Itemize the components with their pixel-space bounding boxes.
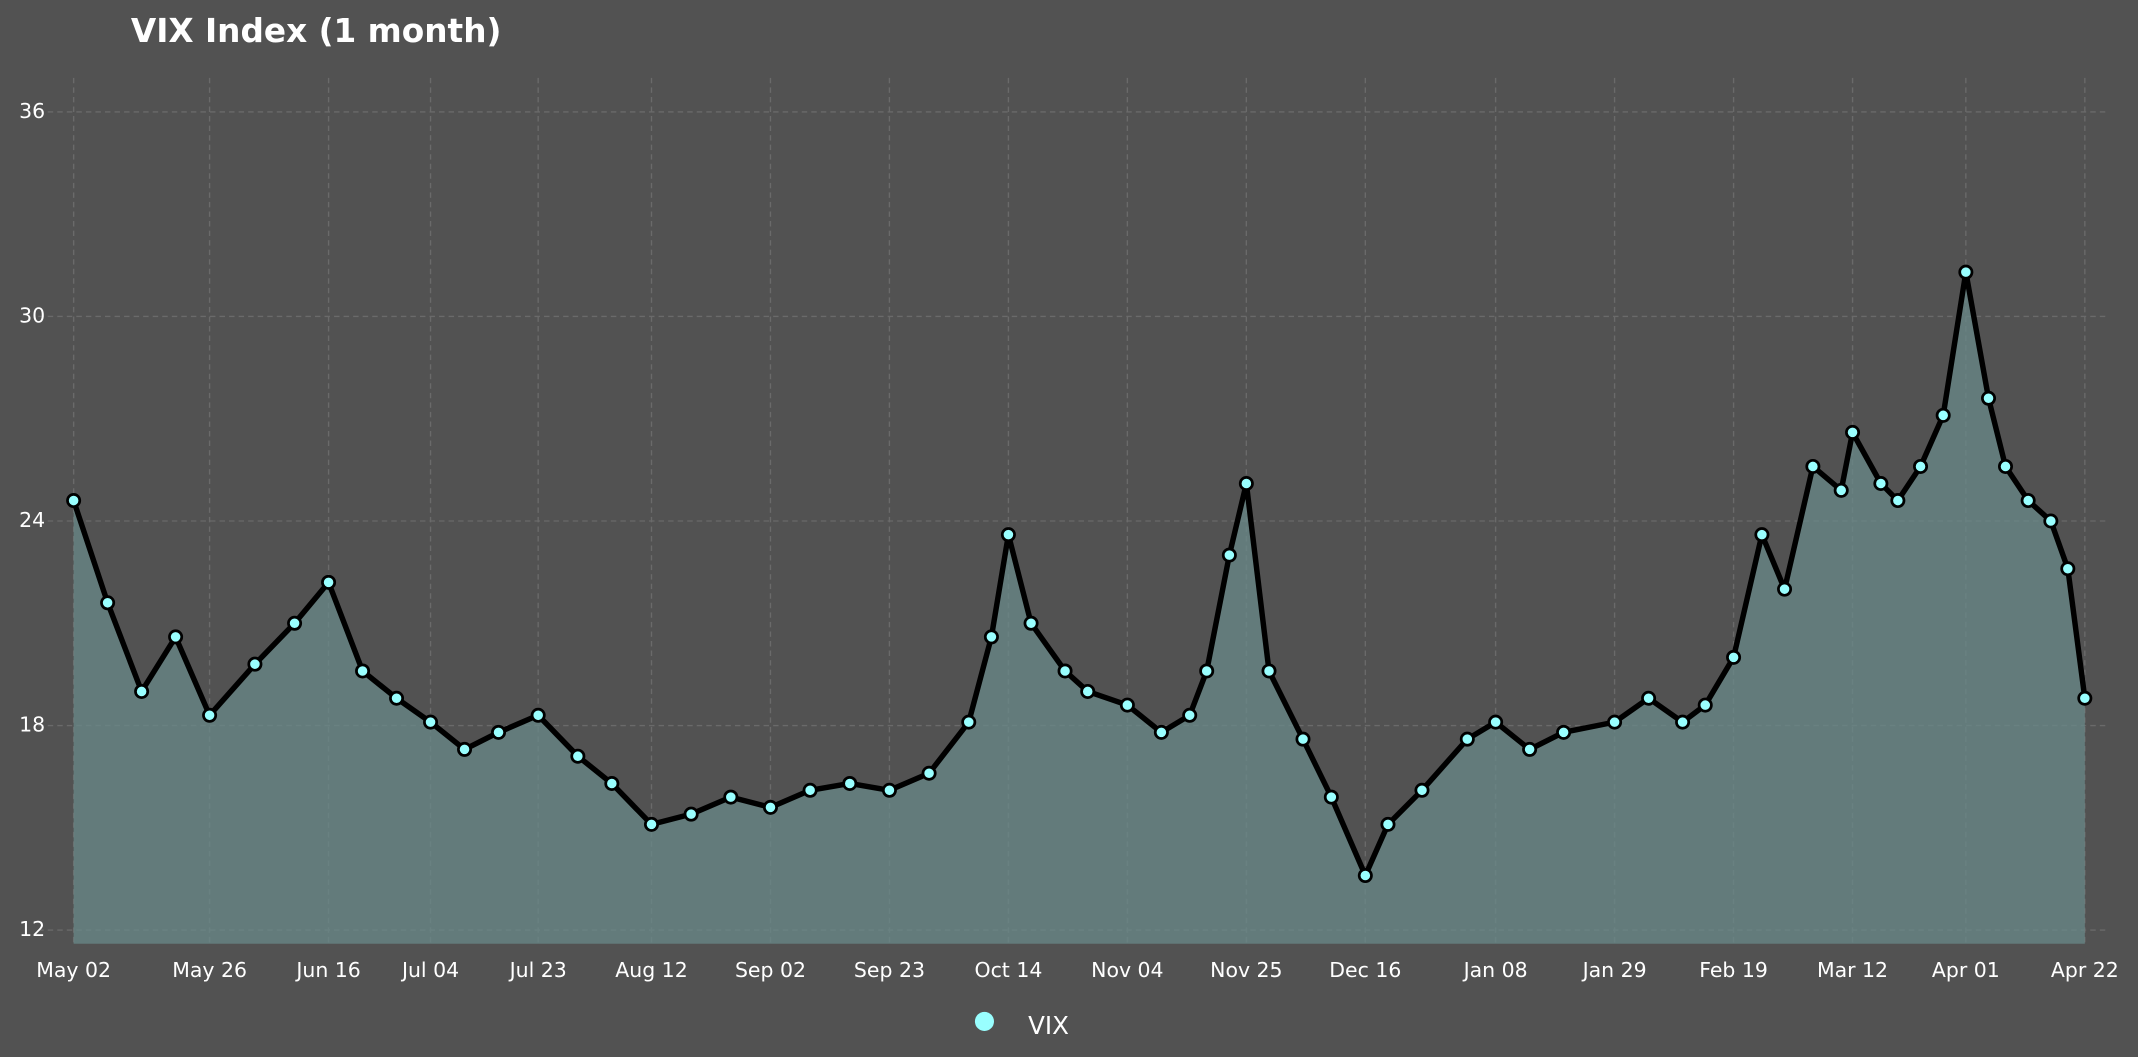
marker bbox=[100, 595, 116, 611]
marker bbox=[1777, 581, 1793, 597]
x-tick-label: Jul 04 bbox=[400, 958, 459, 982]
marker bbox=[491, 724, 507, 740]
marker bbox=[802, 782, 818, 798]
y-tick-label: 18 bbox=[19, 713, 45, 737]
x-tick-label: Sep 23 bbox=[854, 958, 925, 982]
marker bbox=[1182, 707, 1198, 723]
marker bbox=[961, 714, 977, 730]
x-tick-label: Mar 12 bbox=[1817, 958, 1888, 982]
marker bbox=[1522, 741, 1538, 757]
marker bbox=[1414, 782, 1430, 798]
marker bbox=[1935, 407, 1951, 423]
marker bbox=[723, 789, 739, 805]
chart-title: VIX Index (1 month) bbox=[131, 12, 502, 50]
marker bbox=[355, 663, 371, 679]
x-tick-label: Sep 02 bbox=[735, 958, 806, 982]
x-tick-label: Apr 01 bbox=[1932, 958, 2000, 982]
marker bbox=[2020, 493, 2036, 509]
marker bbox=[1199, 663, 1215, 679]
marker bbox=[1958, 264, 1974, 280]
marker bbox=[1833, 482, 1849, 498]
marker bbox=[1080, 683, 1096, 699]
x-tick-label: Jul 23 bbox=[508, 958, 567, 982]
x-tick-label: Jun 16 bbox=[294, 958, 360, 982]
x-tick-label: Nov 25 bbox=[1210, 958, 1282, 982]
x-tick-label: Apr 22 bbox=[2051, 958, 2119, 982]
marker bbox=[570, 748, 586, 764]
marker bbox=[1221, 547, 1237, 563]
marker bbox=[1488, 714, 1504, 730]
marker bbox=[1057, 663, 1073, 679]
marker bbox=[683, 806, 699, 822]
x-tick-label: Dec 16 bbox=[1329, 958, 1401, 982]
marker bbox=[1459, 731, 1475, 747]
x-tick-label: May 02 bbox=[36, 958, 111, 982]
x-tick-label: Jan 29 bbox=[1581, 958, 1647, 982]
marker bbox=[1913, 458, 1929, 474]
marker bbox=[1607, 714, 1623, 730]
marker bbox=[2060, 561, 2076, 577]
marker bbox=[643, 816, 659, 832]
marker bbox=[389, 690, 405, 706]
marker bbox=[2043, 513, 2059, 529]
marker bbox=[457, 741, 473, 757]
marker bbox=[1323, 789, 1339, 805]
marker bbox=[881, 782, 897, 798]
marker bbox=[1998, 458, 2014, 474]
y-tick-label: 24 bbox=[19, 508, 45, 532]
marker bbox=[287, 615, 303, 631]
marker bbox=[1726, 649, 1742, 665]
marker bbox=[1981, 390, 1997, 406]
marker bbox=[1675, 714, 1691, 730]
marker bbox=[1754, 527, 1770, 543]
marker bbox=[1261, 663, 1277, 679]
x-tick-label: Oct 14 bbox=[974, 958, 1042, 982]
marker bbox=[247, 656, 263, 672]
y-tick-label: 30 bbox=[19, 303, 45, 327]
area bbox=[73, 272, 2085, 944]
marker bbox=[321, 574, 337, 590]
marker bbox=[134, 683, 150, 699]
marker bbox=[1153, 724, 1169, 740]
marker bbox=[842, 775, 858, 791]
marker bbox=[1238, 476, 1254, 492]
marker bbox=[604, 775, 620, 791]
marker bbox=[423, 714, 439, 730]
x-tick-label: Feb 19 bbox=[1699, 958, 1768, 982]
marker bbox=[1556, 724, 1572, 740]
marker bbox=[1845, 424, 1861, 440]
marker bbox=[1000, 527, 1016, 543]
x-tick-label: Aug 12 bbox=[615, 958, 687, 982]
marker bbox=[1873, 476, 1889, 492]
marker bbox=[66, 493, 82, 509]
marker bbox=[1805, 458, 1821, 474]
marker bbox=[168, 629, 184, 645]
marker bbox=[530, 707, 546, 723]
legend-marker bbox=[974, 1011, 995, 1031]
x-tick-label: Nov 04 bbox=[1091, 958, 1163, 982]
marker bbox=[202, 707, 218, 723]
marker bbox=[1697, 697, 1713, 713]
marker bbox=[1890, 493, 1906, 509]
x-tick-label: Jan 08 bbox=[1462, 958, 1528, 982]
marker bbox=[762, 799, 778, 815]
legend-label: VIX bbox=[1028, 1011, 1069, 1040]
marker bbox=[1357, 868, 1373, 884]
marker bbox=[1023, 615, 1039, 631]
x-tick-label: May 26 bbox=[172, 958, 247, 982]
marker bbox=[1295, 731, 1311, 747]
marker bbox=[1641, 690, 1657, 706]
marker bbox=[921, 765, 937, 781]
y-tick-label: 12 bbox=[19, 917, 45, 941]
marker bbox=[1119, 697, 1135, 713]
marker bbox=[2077, 690, 2093, 706]
marker bbox=[983, 629, 999, 645]
y-tick-label: 36 bbox=[19, 99, 45, 123]
marker bbox=[1380, 816, 1396, 832]
